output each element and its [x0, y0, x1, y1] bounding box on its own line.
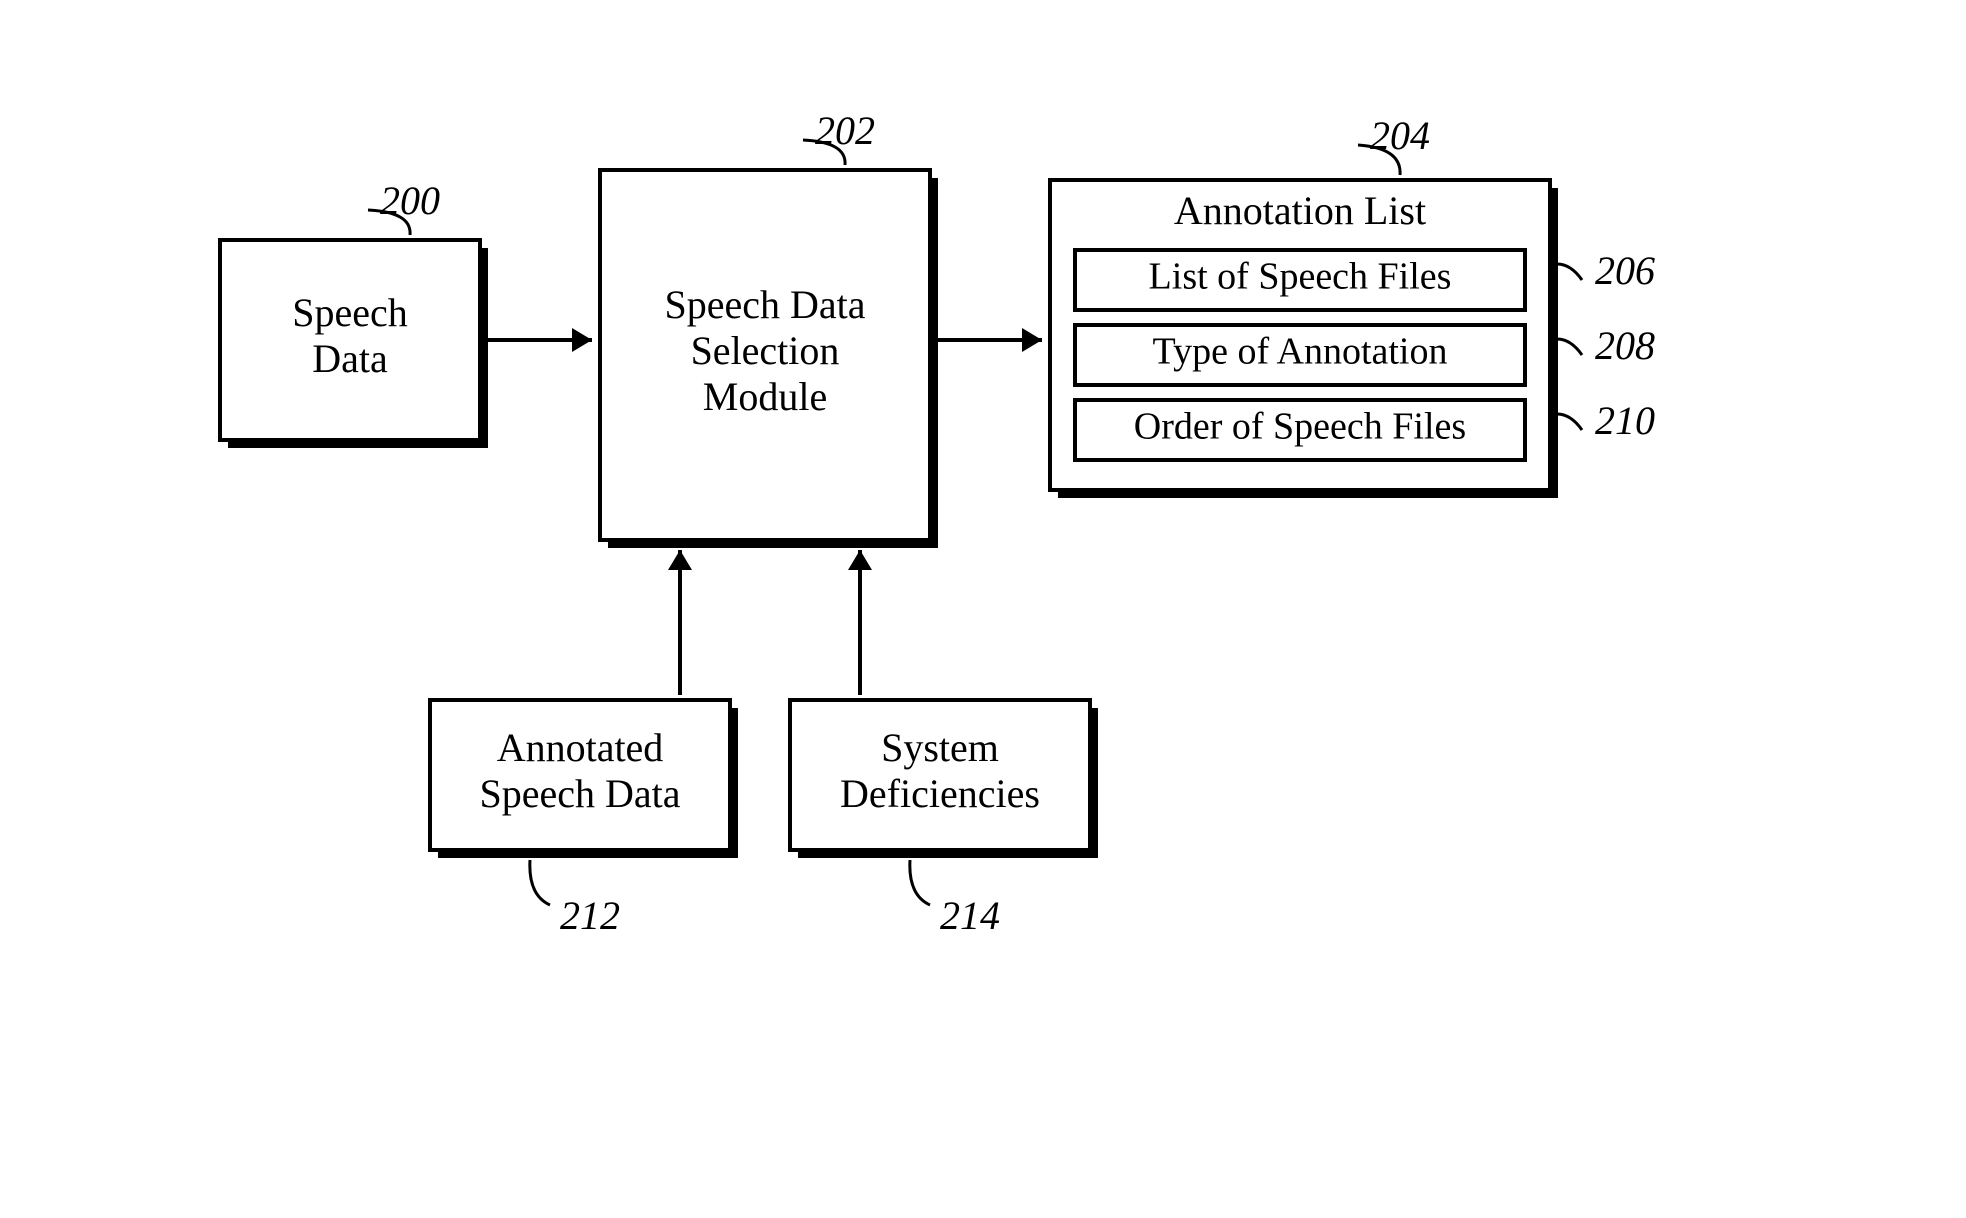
svg-text:Speech: Speech: [292, 290, 408, 335]
svg-text:208: 208: [1595, 323, 1655, 368]
svg-text:Order of Speech Files: Order of Speech Files: [1134, 406, 1466, 448]
svg-text:Annotated: Annotated: [497, 725, 664, 770]
svg-text:212: 212: [560, 893, 620, 938]
svg-text:Data: Data: [312, 336, 388, 381]
svg-text:Deficiencies: Deficiencies: [840, 771, 1040, 816]
svg-text:Annotation List: Annotation List: [1174, 188, 1426, 233]
svg-text:Type of Annotation: Type of Annotation: [1153, 331, 1448, 373]
svg-text:202: 202: [815, 108, 875, 153]
svg-text:204: 204: [1370, 113, 1430, 158]
svg-text:Speech Data: Speech Data: [479, 771, 680, 816]
svg-text:200: 200: [380, 178, 440, 223]
svg-text:214: 214: [940, 893, 1000, 938]
svg-text:206: 206: [1595, 248, 1655, 293]
svg-text:Speech Data: Speech Data: [664, 282, 865, 327]
svg-text:Selection: Selection: [691, 328, 840, 373]
svg-text:System: System: [881, 725, 999, 770]
svg-text:Module: Module: [703, 374, 827, 419]
svg-text:210: 210: [1595, 398, 1655, 443]
svg-text:List of Speech Files: List of Speech Files: [1149, 256, 1452, 298]
